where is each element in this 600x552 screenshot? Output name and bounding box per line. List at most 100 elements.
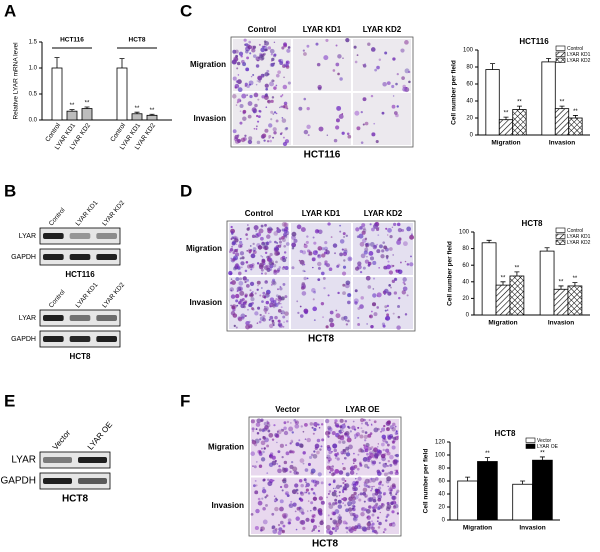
- error-bar: [539, 456, 545, 461]
- cell: [303, 243, 306, 246]
- cell: [274, 459, 277, 463]
- cell: [303, 308, 309, 314]
- cell: [402, 281, 406, 284]
- legend-swatch: [525, 443, 536, 449]
- significance: **: [559, 280, 564, 286]
- cell: [353, 516, 357, 521]
- cell: [395, 82, 398, 86]
- cell: [273, 270, 278, 275]
- cell: [377, 486, 382, 490]
- y-tick-label: 0: [466, 313, 470, 319]
- cell: [364, 247, 369, 252]
- cell: [238, 271, 242, 275]
- cell: [352, 496, 357, 501]
- cell: [321, 438, 325, 442]
- cell: [279, 285, 282, 288]
- cell: [331, 472, 335, 477]
- cell: [283, 421, 287, 425]
- cell: [386, 501, 390, 505]
- cell: [265, 87, 269, 91]
- cell: [311, 288, 316, 293]
- cell: [332, 69, 336, 72]
- cell: [334, 487, 337, 490]
- cell: [345, 38, 350, 43]
- cell: [235, 54, 239, 58]
- cell: [311, 257, 316, 262]
- cell: [298, 439, 301, 442]
- row-label: LYAR: [19, 233, 36, 240]
- bar: [116, 67, 128, 121]
- cell: [338, 491, 341, 494]
- cell: [262, 291, 266, 295]
- group-label: HCT116: [60, 37, 84, 44]
- cell: [392, 436, 397, 440]
- cell: [268, 318, 271, 321]
- cell: [283, 222, 289, 228]
- cell: [386, 443, 390, 447]
- cell: [263, 139, 266, 142]
- bar: [495, 284, 511, 316]
- cell: [353, 45, 357, 49]
- cell: [334, 421, 337, 425]
- cell: [278, 465, 281, 468]
- cell: [251, 291, 254, 294]
- cell: [293, 470, 298, 475]
- cell: [236, 138, 242, 143]
- cell: [281, 489, 284, 492]
- cell: [285, 320, 289, 323]
- cell: [261, 256, 264, 258]
- cell: [342, 265, 347, 269]
- cell: [236, 290, 239, 292]
- cell: [255, 64, 260, 68]
- cell: [303, 52, 307, 56]
- cell: [277, 523, 281, 527]
- cell: [260, 268, 264, 272]
- cell: [253, 225, 259, 231]
- cell: [369, 242, 375, 247]
- cell: [254, 103, 258, 108]
- cell: [379, 511, 382, 514]
- cell: [250, 268, 253, 271]
- cell: [250, 307, 254, 310]
- cell: [290, 439, 294, 443]
- cell: [356, 467, 360, 471]
- cell: [338, 114, 344, 119]
- cell: [386, 476, 392, 482]
- cell: [397, 269, 401, 272]
- cell: [247, 308, 249, 311]
- cell: [247, 224, 249, 226]
- cell: [386, 81, 391, 85]
- cell: [372, 293, 377, 298]
- cell: [276, 463, 279, 465]
- cell: [372, 245, 377, 250]
- cell: [325, 249, 328, 252]
- cell: [328, 450, 332, 455]
- bar: [554, 108, 570, 136]
- blot-band: [96, 254, 117, 260]
- lane-label: Control: [48, 288, 67, 309]
- cell: [299, 498, 304, 502]
- cell: [394, 502, 397, 504]
- cell: [239, 277, 243, 281]
- cell: [257, 115, 261, 119]
- bar: [66, 110, 78, 121]
- y-tick-label: 40: [462, 279, 469, 285]
- cell: [299, 443, 304, 448]
- cell: [354, 514, 359, 519]
- cell: [262, 519, 268, 525]
- cell: [249, 83, 252, 86]
- cell: [244, 314, 247, 318]
- cell: [369, 432, 373, 435]
- cell: [312, 491, 316, 495]
- legend-swatch: [555, 51, 566, 57]
- cell: [343, 249, 348, 254]
- blot-strip: [39, 451, 111, 469]
- cell: [326, 465, 331, 470]
- cell: [337, 453, 340, 456]
- cell: [238, 280, 244, 286]
- cell: [260, 526, 263, 530]
- cell: [368, 419, 371, 422]
- bar: [485, 69, 500, 136]
- column-label: Control: [248, 25, 276, 34]
- cell: [321, 253, 326, 258]
